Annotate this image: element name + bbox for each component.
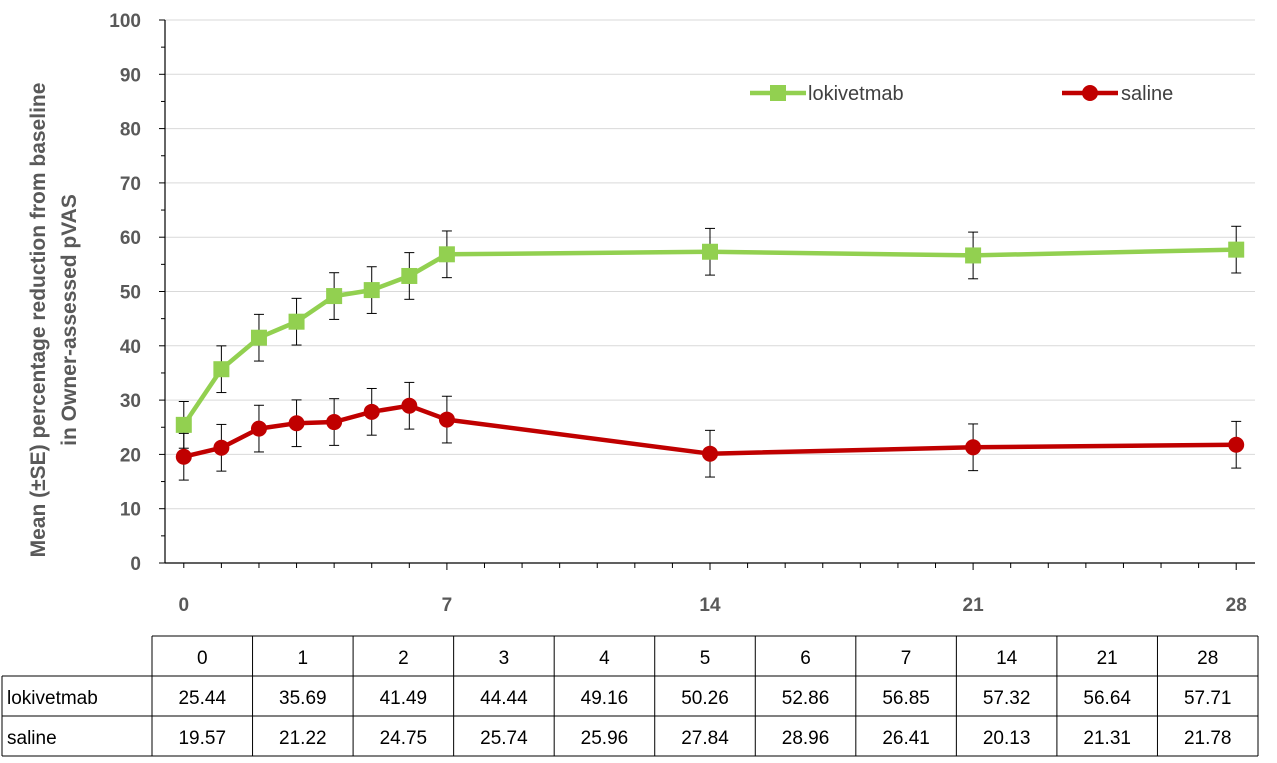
data-point xyxy=(702,243,718,260)
table-header-cell: 21 xyxy=(1097,648,1118,669)
table-cell: 25.96 xyxy=(581,728,629,749)
y-tick-label: 80 xyxy=(120,120,141,141)
data-point xyxy=(288,415,305,432)
axes: 0 10 20 30 40 50 60 70 80 90 100 0 7 14 21 28 xyxy=(109,11,1255,616)
x-tick-label: 0 xyxy=(179,595,190,616)
series-saline xyxy=(175,381,1245,481)
table-cell: 35.69 xyxy=(279,688,327,709)
series-lokivetmab xyxy=(175,225,1245,449)
table-cell: 20.13 xyxy=(983,728,1031,749)
data-point xyxy=(326,288,343,305)
table-cell: 57.32 xyxy=(983,688,1031,709)
y-tick-label: 40 xyxy=(120,337,141,358)
data-point xyxy=(965,247,982,264)
y-tick-label: 70 xyxy=(120,174,141,195)
data-point xyxy=(401,267,418,284)
table-header-cell: 0 xyxy=(197,648,208,669)
y-tick-label: 90 xyxy=(120,65,141,86)
table-cell: 57.71 xyxy=(1184,688,1232,709)
y-tick-label: 100 xyxy=(109,11,141,32)
legend-marker xyxy=(1082,85,1098,101)
table-cell: 56.85 xyxy=(882,688,930,709)
y-tick-label: 0 xyxy=(130,554,141,575)
data-point xyxy=(438,411,455,428)
table-cell: 56.64 xyxy=(1083,688,1131,709)
table-cell: 25.74 xyxy=(480,728,528,749)
table-cell: 19.57 xyxy=(178,728,226,749)
table-cell: 25.44 xyxy=(178,688,226,709)
x-tick-label: 14 xyxy=(699,595,721,616)
data-point xyxy=(175,416,192,433)
table-cell: 52.86 xyxy=(782,688,830,709)
y-tick-label: 60 xyxy=(120,228,141,249)
table-cell: 26.41 xyxy=(882,728,930,749)
y-axis-label: Mean (±SE) percentage reduction from bas… xyxy=(27,83,81,558)
legend-label: lokivetmab xyxy=(808,83,904,105)
table-cell: 44.44 xyxy=(480,688,528,709)
table-header-cell: 14 xyxy=(996,648,1018,669)
table-cell: 21.78 xyxy=(1184,728,1232,749)
data-point xyxy=(438,246,455,263)
data-table: 0 1 2 3 4 5 6 7 14 21 28 lokivetmab 25.44 35.69 41.49 4… xyxy=(1,635,1259,757)
table-cell: 21.31 xyxy=(1083,728,1131,749)
x-tick-label: 7 xyxy=(442,595,453,616)
y-axis-label-line: in Owner-assessed pVAS xyxy=(58,194,81,446)
data-point xyxy=(1228,436,1245,453)
table-header-cell: 2 xyxy=(398,648,409,669)
y-tick-label: 50 xyxy=(120,283,141,304)
x-tick-label: 28 xyxy=(1226,595,1247,616)
data-point xyxy=(250,329,267,346)
table-header-cell: 4 xyxy=(599,648,610,669)
data-point xyxy=(213,439,230,456)
data-point xyxy=(363,403,380,420)
data-point xyxy=(326,414,343,431)
data-point xyxy=(702,445,718,462)
table-row-label: saline xyxy=(7,728,57,749)
data-point xyxy=(1228,241,1245,258)
legend-marker xyxy=(770,85,786,101)
legend: lokivetmab saline xyxy=(750,83,1173,105)
table-header-cell: 6 xyxy=(800,648,811,669)
data-point xyxy=(401,397,418,414)
data-point xyxy=(213,361,230,378)
table-header-cell: 3 xyxy=(499,648,510,669)
table-cell: 50.26 xyxy=(681,688,729,709)
table-cell: 21.22 xyxy=(279,728,327,749)
data-point xyxy=(363,282,380,299)
table-cell: 24.75 xyxy=(380,728,428,749)
series-layer xyxy=(175,225,1245,481)
table-cell: 41.49 xyxy=(380,688,428,709)
data-point xyxy=(175,448,192,465)
data-point xyxy=(250,420,267,437)
data-point xyxy=(288,313,305,330)
data-point xyxy=(965,439,982,456)
table-cell: 49.16 xyxy=(581,688,629,709)
y-axis-label-line: Mean (±SE) percentage reduction from bas… xyxy=(27,83,50,558)
table-header-cell: 28 xyxy=(1197,648,1218,669)
y-tick-label: 30 xyxy=(120,391,141,412)
y-tick-label: 20 xyxy=(120,445,141,466)
table-row-label: lokivetmab xyxy=(7,688,98,709)
y-tick-label: 10 xyxy=(120,500,141,521)
table-cell: 28.96 xyxy=(782,728,830,749)
legend-label: saline xyxy=(1121,83,1173,105)
table-header-cell: 7 xyxy=(901,648,912,669)
table-cell: 27.84 xyxy=(681,728,729,749)
series-line-lokivetmab xyxy=(181,247,1237,427)
table-header-cell: 1 xyxy=(298,648,309,669)
table-header-cell: 5 xyxy=(700,648,711,669)
x-tick-label: 21 xyxy=(963,595,985,616)
